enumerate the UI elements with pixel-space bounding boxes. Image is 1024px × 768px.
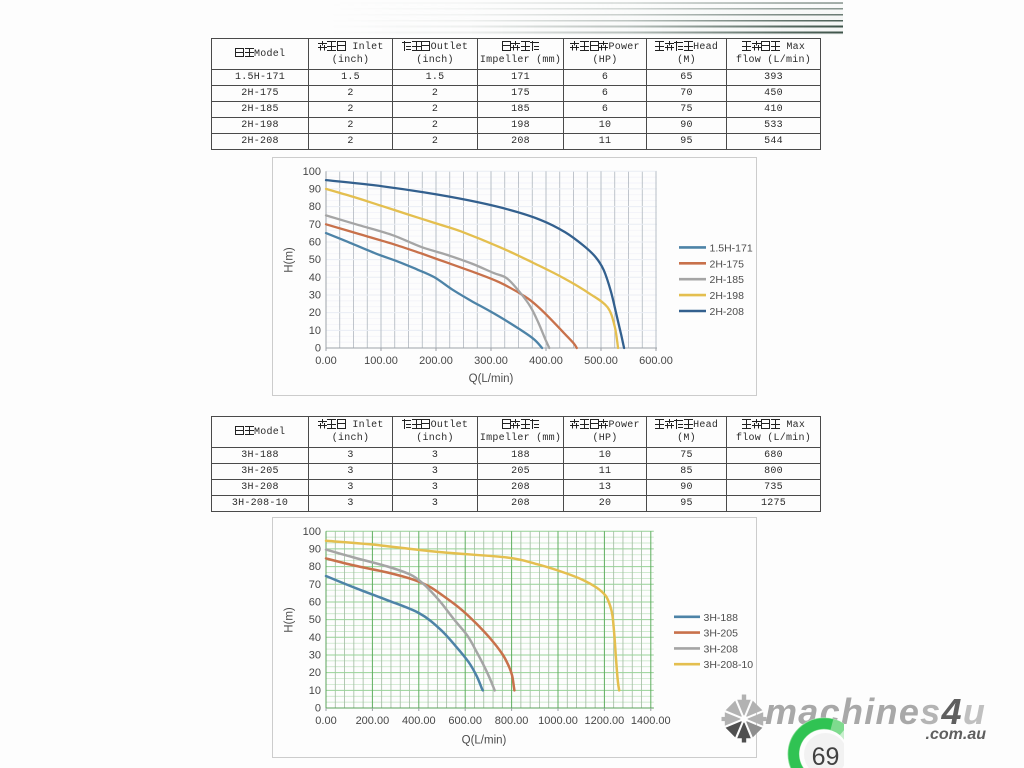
svg-text:200.00: 200.00 bbox=[356, 715, 390, 727]
svg-text:2H-175: 2H-175 bbox=[710, 258, 745, 270]
svg-text:70: 70 bbox=[309, 579, 321, 591]
svg-text:500.00: 500.00 bbox=[584, 355, 618, 367]
svg-text:2H-198: 2H-198 bbox=[710, 290, 745, 302]
svg-text:3H-188: 3H-188 bbox=[704, 612, 739, 624]
svg-text:1000.00: 1000.00 bbox=[538, 715, 578, 727]
svg-text:0: 0 bbox=[315, 703, 321, 715]
svg-text:600.00: 600.00 bbox=[448, 715, 482, 727]
svg-text:1.5H-171: 1.5H-171 bbox=[710, 242, 753, 254]
svg-text:800.00: 800.00 bbox=[495, 715, 529, 727]
svg-text:20: 20 bbox=[309, 307, 321, 319]
svg-text:90: 90 bbox=[309, 184, 321, 196]
svg-text:30: 30 bbox=[309, 290, 321, 302]
svg-text:100: 100 bbox=[303, 526, 321, 538]
svg-text:Q(L/min): Q(L/min) bbox=[469, 373, 514, 385]
svg-text:2H-208: 2H-208 bbox=[710, 306, 745, 318]
svg-text:3H-205: 3H-205 bbox=[704, 628, 739, 640]
svg-text:2H-185: 2H-185 bbox=[710, 274, 745, 286]
svg-text:50: 50 bbox=[309, 614, 321, 626]
svg-text:100.00: 100.00 bbox=[364, 355, 398, 367]
svg-text:0.00: 0.00 bbox=[315, 715, 336, 727]
svg-text:H(m): H(m) bbox=[284, 607, 296, 633]
svg-text:60: 60 bbox=[309, 597, 321, 609]
svg-text:0.00: 0.00 bbox=[315, 355, 336, 367]
svg-text:80: 80 bbox=[309, 561, 321, 573]
svg-text:50: 50 bbox=[309, 254, 321, 266]
svg-text:200.00: 200.00 bbox=[419, 355, 453, 367]
svg-text:400.00: 400.00 bbox=[529, 355, 563, 367]
svg-text:3H-208-10: 3H-208-10 bbox=[704, 659, 754, 671]
svg-text:40: 40 bbox=[309, 632, 321, 644]
svg-text:69: 69 bbox=[812, 743, 840, 768]
svg-text:300.00: 300.00 bbox=[474, 355, 508, 367]
svg-text:20: 20 bbox=[309, 667, 321, 679]
svg-text:40: 40 bbox=[309, 272, 321, 284]
svg-text:1200.00: 1200.00 bbox=[585, 715, 625, 727]
svg-text:0: 0 bbox=[315, 343, 321, 355]
svg-text:60: 60 bbox=[309, 237, 321, 249]
svg-text:1400.00: 1400.00 bbox=[631, 715, 671, 727]
svg-text:90: 90 bbox=[309, 544, 321, 556]
svg-text:80: 80 bbox=[309, 201, 321, 213]
svg-text:Q(L/min): Q(L/min) bbox=[462, 735, 507, 747]
svg-text:H(m): H(m) bbox=[284, 247, 296, 273]
svg-text:10: 10 bbox=[309, 685, 321, 697]
svg-text:3H-208: 3H-208 bbox=[704, 643, 739, 655]
svg-text:70: 70 bbox=[309, 219, 321, 231]
svg-text:100: 100 bbox=[303, 166, 321, 178]
svg-text:400.00: 400.00 bbox=[402, 715, 436, 727]
svg-text:10: 10 bbox=[309, 325, 321, 337]
svg-text:600.00: 600.00 bbox=[639, 355, 673, 367]
svg-text:30: 30 bbox=[309, 650, 321, 662]
